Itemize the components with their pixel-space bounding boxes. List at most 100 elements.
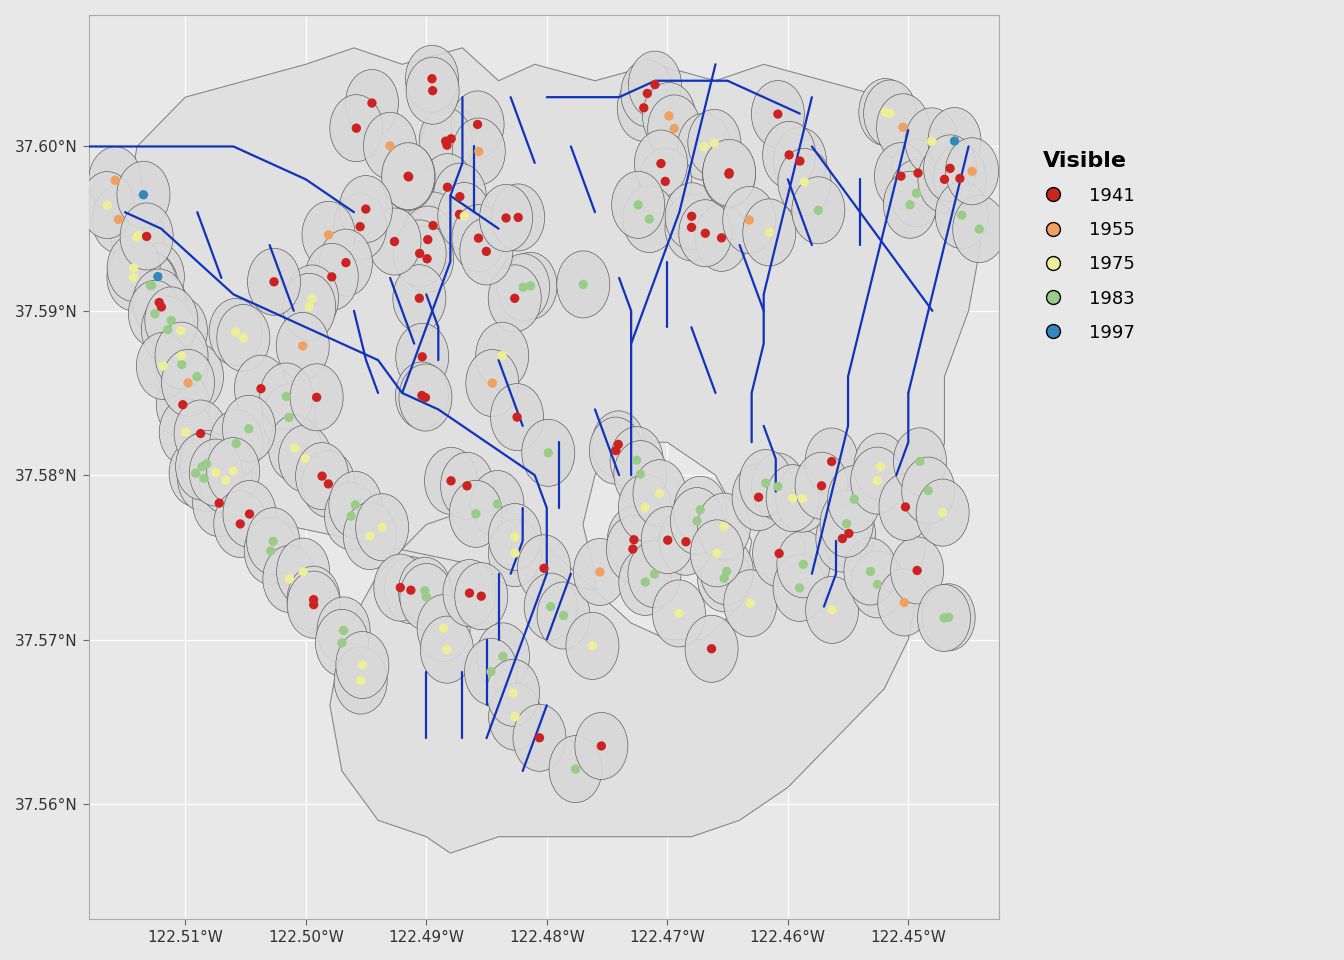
Ellipse shape bbox=[723, 186, 775, 253]
Ellipse shape bbox=[470, 470, 524, 538]
Point bbox=[422, 218, 444, 233]
Point bbox=[293, 564, 314, 579]
Point bbox=[496, 210, 517, 226]
Ellipse shape bbox=[89, 147, 141, 214]
Ellipse shape bbox=[336, 632, 388, 699]
Point bbox=[714, 570, 735, 586]
Point bbox=[769, 546, 790, 562]
Ellipse shape bbox=[922, 584, 976, 651]
Point bbox=[317, 476, 339, 492]
Point bbox=[504, 529, 526, 544]
Point bbox=[507, 409, 528, 424]
Ellipse shape bbox=[946, 138, 999, 204]
Ellipse shape bbox=[751, 453, 805, 520]
Ellipse shape bbox=[773, 554, 827, 621]
Ellipse shape bbox=[329, 95, 383, 161]
Point bbox=[681, 208, 703, 224]
Ellipse shape bbox=[176, 433, 228, 500]
Ellipse shape bbox=[550, 735, 602, 803]
Point bbox=[409, 246, 430, 261]
Ellipse shape bbox=[864, 80, 917, 147]
Point bbox=[177, 375, 199, 391]
Ellipse shape bbox=[320, 229, 372, 297]
Point bbox=[879, 106, 900, 121]
Ellipse shape bbox=[751, 81, 804, 148]
Ellipse shape bbox=[820, 491, 874, 557]
Point bbox=[918, 483, 939, 498]
Ellipse shape bbox=[480, 184, 532, 252]
Ellipse shape bbox=[853, 433, 907, 500]
Point bbox=[624, 532, 645, 547]
Ellipse shape bbox=[155, 297, 207, 364]
Point bbox=[681, 220, 703, 235]
Legend: 1941, 1955, 1975, 1983, 1997: 1941, 1955, 1975, 1983, 1997 bbox=[1017, 132, 1153, 360]
Point bbox=[122, 260, 144, 276]
Point bbox=[171, 357, 192, 372]
Ellipse shape bbox=[290, 364, 343, 431]
Point bbox=[97, 198, 118, 213]
Point bbox=[844, 492, 866, 507]
Point bbox=[716, 564, 738, 579]
Ellipse shape bbox=[641, 507, 695, 574]
Ellipse shape bbox=[859, 79, 911, 146]
Ellipse shape bbox=[851, 551, 905, 618]
Point bbox=[487, 496, 508, 512]
Ellipse shape bbox=[465, 638, 517, 706]
Point bbox=[622, 541, 644, 557]
Point bbox=[333, 623, 355, 638]
Point bbox=[128, 228, 149, 244]
Ellipse shape bbox=[489, 684, 542, 750]
Ellipse shape bbox=[923, 134, 977, 202]
Point bbox=[512, 279, 534, 295]
Ellipse shape bbox=[504, 252, 556, 320]
Point bbox=[695, 226, 716, 241]
Point bbox=[468, 230, 489, 246]
Point bbox=[263, 275, 285, 290]
Ellipse shape bbox=[110, 204, 163, 271]
Ellipse shape bbox=[454, 563, 508, 630]
Point bbox=[921, 133, 942, 149]
Ellipse shape bbox=[417, 594, 470, 661]
Point bbox=[821, 454, 843, 469]
Point bbox=[437, 642, 458, 658]
Point bbox=[435, 133, 457, 149]
Point bbox=[895, 499, 917, 515]
Point bbox=[349, 219, 371, 234]
Point bbox=[758, 225, 780, 240]
Ellipse shape bbox=[488, 503, 542, 570]
Ellipse shape bbox=[277, 538, 329, 605]
Point bbox=[739, 595, 761, 611]
Ellipse shape bbox=[589, 417, 642, 484]
Ellipse shape bbox=[753, 520, 805, 587]
Ellipse shape bbox=[302, 202, 355, 269]
Ellipse shape bbox=[610, 426, 663, 493]
Ellipse shape bbox=[398, 557, 452, 624]
Ellipse shape bbox=[363, 112, 417, 180]
Point bbox=[175, 424, 196, 440]
Point bbox=[414, 583, 435, 598]
Ellipse shape bbox=[844, 538, 896, 605]
Ellipse shape bbox=[190, 439, 242, 506]
Point bbox=[185, 466, 207, 481]
Ellipse shape bbox=[449, 480, 503, 547]
Point bbox=[335, 255, 356, 271]
Ellipse shape bbox=[305, 243, 359, 310]
Ellipse shape bbox=[521, 420, 575, 487]
Point bbox=[133, 187, 155, 203]
Point bbox=[465, 506, 487, 521]
Ellipse shape bbox=[665, 182, 718, 250]
Point bbox=[626, 452, 648, 468]
Ellipse shape bbox=[739, 449, 792, 516]
Point bbox=[508, 210, 530, 226]
Ellipse shape bbox=[642, 83, 695, 150]
Ellipse shape bbox=[452, 204, 505, 272]
Point bbox=[441, 473, 462, 489]
Ellipse shape bbox=[441, 452, 493, 519]
Ellipse shape bbox=[159, 398, 212, 466]
Ellipse shape bbox=[488, 519, 542, 587]
Point bbox=[126, 229, 148, 245]
Point bbox=[675, 534, 696, 549]
Point bbox=[668, 606, 689, 621]
Ellipse shape bbox=[691, 519, 743, 587]
Point bbox=[409, 291, 430, 306]
